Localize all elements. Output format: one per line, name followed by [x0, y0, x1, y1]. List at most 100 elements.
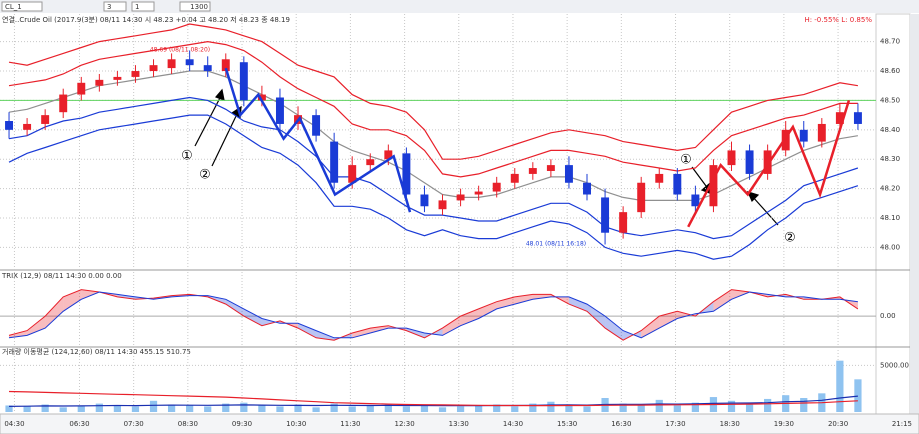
- x-tick-label: 09:30: [232, 420, 252, 428]
- candle-body: [348, 165, 357, 183]
- trix-fill: [568, 296, 588, 312]
- candle-body: [835, 112, 844, 124]
- candle-body: [402, 153, 411, 195]
- y-tick-label: 48.40: [880, 126, 900, 134]
- volume-bar: [384, 404, 392, 412]
- volume-bar: [149, 400, 158, 412]
- y-tick-label: 0.00: [880, 312, 896, 320]
- annotation: ①: [181, 149, 193, 164]
- annotation: 48.01 (08/11 16:18): [526, 241, 586, 248]
- volume-bar: [637, 404, 645, 412]
- candle-body: [492, 182, 501, 192]
- volume-title: 거래량 이동평균 (124,12,60) 08/11 14:30 455.15 …: [2, 347, 191, 356]
- bars: 1300: [190, 3, 208, 11]
- interval-box[interactable]: [103, 1, 127, 12]
- trix-line: [8, 289, 859, 341]
- candle-body: [583, 182, 591, 195]
- volume-bar: [456, 406, 465, 412]
- candle-body: [799, 129, 808, 142]
- symbol-box[interactable]: [1, 1, 43, 12]
- volume-bar: [836, 360, 844, 412]
- candle-body: [330, 141, 339, 183]
- candle-body: [727, 150, 736, 166]
- candle-body: [438, 200, 447, 210]
- trix-fill: [713, 289, 732, 312]
- candle-body: [167, 59, 176, 69]
- candle-body: [23, 123, 32, 130]
- candle-body: [221, 59, 230, 72]
- candle-body: [5, 121, 14, 130]
- y-tick-label: 48.50: [880, 96, 900, 104]
- y-tick-label: 48.70: [880, 38, 900, 46]
- x-tick-label: 08:30: [178, 420, 198, 428]
- annotation: ①: [680, 153, 692, 168]
- volume-bar: [493, 404, 501, 412]
- volume-bar: [167, 404, 176, 412]
- volume-bar: [95, 403, 103, 412]
- x-tick-label: 07:30: [124, 420, 144, 428]
- volume-bar: [23, 406, 31, 412]
- x-tick-label: 20:30: [828, 420, 848, 428]
- volume-bar: [565, 405, 573, 412]
- volume-bar: [854, 379, 862, 412]
- candle-body: [528, 168, 537, 174]
- price-title: 연결..Crude Oil (2017.9(3분) 08/11 14:30 시 …: [2, 15, 290, 24]
- time-bar: [0, 413, 919, 434]
- volume-bar: [131, 406, 140, 412]
- count-box[interactable]: [131, 1, 155, 12]
- candle-body: [673, 173, 682, 195]
- candle-body: [239, 62, 248, 101]
- candle-body: [709, 165, 718, 207]
- trix-title: TRIX (12,9) 08/11 14:30 0.00 0.00: [1, 272, 122, 280]
- trix-fill: [45, 296, 64, 329]
- candle-body: [781, 129, 790, 151]
- x-tick-label: 19:30: [774, 420, 794, 428]
- bars-box[interactable]: [179, 1, 211, 12]
- trix-fill: [352, 328, 371, 338]
- candle-body: [149, 65, 158, 72]
- candle-body: [312, 115, 321, 136]
- x-tick-label: 16:30: [611, 420, 631, 428]
- candle-body: [185, 59, 194, 66]
- scrollbar[interactable]: [910, 14, 919, 414]
- trix-fill: [731, 289, 750, 300]
- volume-bar: [240, 402, 248, 412]
- candle-body: [257, 94, 266, 101]
- trix-fill: [225, 299, 244, 317]
- volume-bar: [330, 403, 338, 412]
- trix-fill: [406, 328, 425, 338]
- trix-fill: [677, 311, 696, 319]
- band-line: [8, 23, 858, 160]
- trix-fill: [514, 294, 533, 305]
- candle-body: [384, 150, 393, 160]
- volume-bar: [294, 404, 302, 412]
- candle-body: [420, 194, 429, 207]
- trix-fill: [243, 308, 262, 326]
- candle-body: [113, 76, 122, 80]
- trix-fill: [532, 294, 551, 300]
- candle-body: [41, 115, 50, 124]
- y-tick-label: 48.10: [880, 214, 900, 222]
- volume-bar: [41, 404, 49, 412]
- volume-bar: [583, 406, 591, 412]
- volume-bar: [727, 400, 736, 412]
- volume-bar: [529, 403, 537, 412]
- x-tick-label: 04:30: [4, 420, 24, 428]
- candle-body: [131, 71, 140, 77]
- trix-fill: [117, 294, 136, 300]
- volume-bar: [619, 403, 627, 412]
- volume-bar: [547, 401, 555, 412]
- trix-fill: [496, 296, 515, 309]
- zigzag-line: [224, 67, 412, 213]
- clock: 21:15: [892, 420, 912, 428]
- volume-bar: [673, 405, 681, 412]
- trix-fill: [370, 325, 389, 333]
- candle-body: [853, 112, 862, 124]
- x-tick-label: 06:30: [69, 420, 89, 428]
- volume-bar: [745, 403, 754, 412]
- candle-body: [77, 82, 86, 95]
- band-line: [8, 40, 858, 178]
- annotation: ②: [784, 231, 796, 246]
- candle-body: [564, 165, 573, 183]
